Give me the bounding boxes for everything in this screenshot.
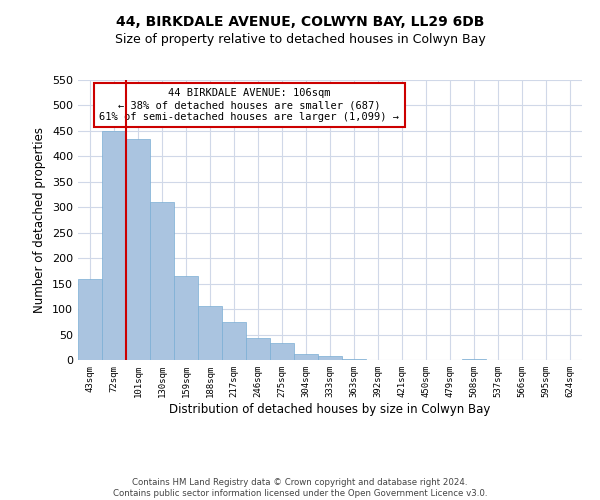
Text: 44, BIRKDALE AVENUE, COLWYN BAY, LL29 6DB: 44, BIRKDALE AVENUE, COLWYN BAY, LL29 6D… (116, 15, 484, 29)
Bar (126, 138, 150, 360)
Text: Contains HM Land Registry data © Crown copyright and database right 2024.
Contai: Contains HM Land Registry data © Crown c… (113, 478, 487, 498)
Text: Size of property relative to detached houses in Colwyn Bay: Size of property relative to detached ho… (115, 32, 485, 46)
Bar (198, 306, 222, 360)
Text: 44 BIRKDALE AVENUE: 106sqm
← 38% of detached houses are smaller (687)
61% of sem: 44 BIRKDALE AVENUE: 106sqm ← 38% of deta… (100, 88, 400, 122)
Bar (174, 276, 198, 360)
Bar (102, 131, 126, 360)
Bar (222, 322, 246, 360)
Bar (246, 338, 270, 360)
Bar (318, 356, 342, 360)
X-axis label: Distribution of detached houses by size in Colwyn Bay: Distribution of detached houses by size … (169, 402, 491, 415)
Bar (78, 278, 102, 360)
Bar (270, 343, 294, 360)
Bar (462, 359, 486, 360)
Bar (294, 354, 318, 360)
Bar (150, 202, 174, 360)
Y-axis label: Number of detached properties: Number of detached properties (34, 127, 46, 313)
